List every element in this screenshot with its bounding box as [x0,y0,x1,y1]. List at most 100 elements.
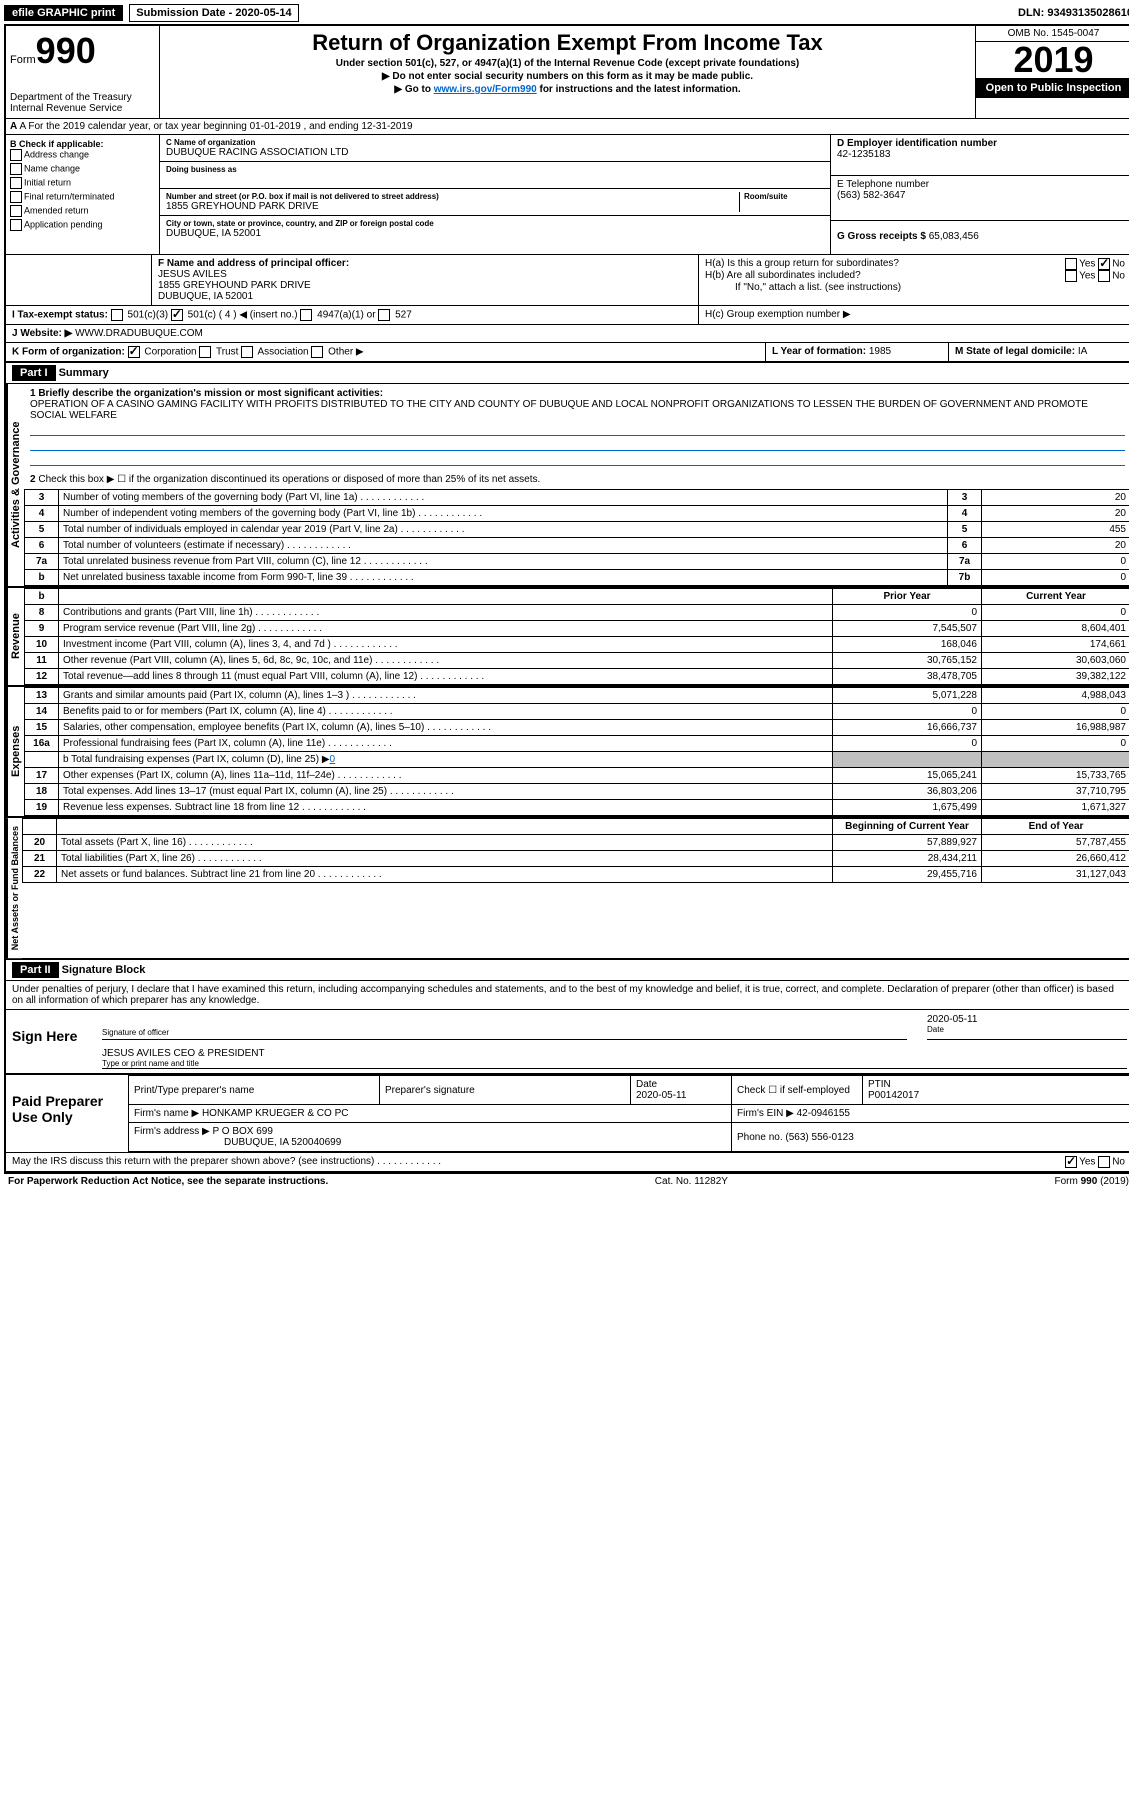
footer-left: For Paperwork Reduction Act Notice, see … [8,1176,328,1187]
declaration: Under penalties of perjury, I declare th… [6,981,1129,1009]
open-public-badge: Open to Public Inspection [976,78,1129,98]
summary-row: 22Net assets or fund balances. Subtract … [23,867,1129,883]
hb-no-cb[interactable] [1098,270,1110,282]
footer-mid: Cat. No. 11282Y [655,1176,728,1187]
year-formation-value: 1985 [869,346,891,357]
subtitle-2: ▶ Do not enter social security numbers o… [168,71,967,82]
tax-status-label: I Tax-exempt status: [12,310,108,321]
officer-label: F Name and address of principal officer: [158,258,692,269]
instructions-link[interactable]: www.irs.gov/Form990 [434,84,537,95]
ha-no-cb[interactable] [1098,258,1110,270]
cb-other[interactable] [311,346,323,358]
vert-net: Net Assets or Fund Balances [6,818,22,958]
firm-ein-label: Firm's EIN ▶ [737,1108,794,1119]
summary-row: 3Number of voting members of the governi… [25,490,1129,506]
cb-final-return[interactable]: Final return/terminated [10,191,155,203]
state-domicile-label: M State of legal domicile: [955,346,1075,357]
section-a-text: A For the 2019 calendar year, or tax yea… [19,121,412,132]
header-center: Return of Organization Exempt From Incom… [160,26,975,118]
firm-name-label: Firm's name ▶ [134,1108,199,1119]
paid-preparer-row: Paid Preparer Use Only Print/Type prepar… [6,1073,1129,1152]
addr-label: Number and street (or P.O. box if mail i… [166,192,739,201]
block-i-row: I Tax-exempt status: 501(c)(3) 501(c) ( … [6,305,1129,324]
line-b-val: 0 [330,754,336,765]
h-b-label: H(b) Are all subordinates included? [705,270,861,282]
firm-addr2: DUBUQUE, IA 520040699 [134,1137,341,1148]
sig-date-label: Date [927,1025,1127,1034]
footer-right: Form 990 (2019) [1055,1176,1129,1187]
cb-trust[interactable] [199,346,211,358]
cb-application-pending[interactable]: Application pending [10,219,155,231]
discuss-yes-cb[interactable] [1065,1156,1077,1168]
cb-name-change[interactable]: Name change [10,163,155,175]
block-h: H(a) Is this a group return for subordin… [699,255,1129,305]
cb-527[interactable] [378,309,390,321]
summary-row: 15Salaries, other compensation, employee… [25,720,1129,736]
dba-label: Doing business as [166,165,824,174]
prep-date-label: Date [636,1079,657,1090]
officer-addr: 1855 GREYHOUND PARK DRIVE [158,280,692,291]
subtitle-1: Under section 501(c), 527, or 4947(a)(1)… [168,58,967,69]
h-a-label: H(a) Is this a group return for subordin… [705,258,899,270]
cb-initial-return[interactable]: Initial return [10,177,155,189]
part-1-header: Part I Summary [6,361,1129,384]
print-name-label: Print/Type preparer's name [129,1076,380,1105]
ein-value: 42-1235183 [837,149,1125,160]
block-hc: H(c) Group exemption number ▶ [699,306,1129,324]
revenue-table: bPrior YearCurrent Year 8Contributions a… [24,588,1129,685]
block-fh-row: F Name and address of principal officer:… [6,254,1129,305]
prep-sig-label: Preparer's signature [380,1076,631,1105]
footer: For Paperwork Reduction Act Notice, see … [4,1173,1129,1189]
cb-corp[interactable] [128,346,140,358]
submission-date: Submission Date - 2020-05-14 [129,4,298,22]
summary-row: 17Other expenses (Part IX, column (A), l… [25,768,1129,784]
cb-assoc[interactable] [241,346,253,358]
col-end: End of Year [982,819,1129,835]
cb-501c[interactable] [171,309,183,321]
firm-name: HONKAMP KRUEGER & CO PC [202,1108,349,1119]
ha-yes-cb[interactable] [1065,258,1077,270]
summary-row: 8Contributions and grants (Part VIII, li… [25,605,1129,621]
part-1-title: Summary [59,367,109,379]
q2-text: Check this box ▶ ☐ if the organization d… [38,474,540,485]
q1-label: 1 Briefly describe the organization's mi… [30,388,383,399]
form-container: Form990 Department of the Treasury Inter… [4,24,1129,1173]
prep-date: 2020-05-11 [636,1090,686,1101]
officer-name-title: JESUS AVILES CEO & PRESIDENT [102,1048,1127,1059]
vert-activities: Activities & Governance [6,384,24,586]
q2: 2 Check this box ▶ ☐ if the organization… [24,470,1129,489]
top-bar: efile GRAPHIC print Submission Date - 20… [4,4,1129,22]
efile-badge: efile GRAPHIC print [4,5,123,21]
firm-addr1: P O BOX 699 [213,1126,273,1137]
h-b-note: If "No," attach a list. (see instruction… [705,282,1125,293]
summary-row: 21Total liabilities (Part X, line 26)28,… [23,851,1129,867]
summary-row: 7aTotal unrelated business revenue from … [25,554,1129,570]
preparer-table: Print/Type preparer's name Preparer's si… [128,1075,1129,1152]
form-label: Form [10,54,36,66]
form-org-label: K Form of organization: [12,347,125,358]
summary-row: 4Number of independent voting members of… [25,506,1129,522]
cb-amended-return[interactable]: Amended return [10,205,155,217]
summary-row: 11Other revenue (Part VIII, column (A), … [25,653,1129,669]
ein-label: D Employer identification number [837,138,1125,149]
discuss-no-cb[interactable] [1098,1156,1110,1168]
cb-4947[interactable] [300,309,312,321]
phone-label: E Telephone number [837,179,1125,190]
cb-501c3[interactable] [111,309,123,321]
header-left: Form990 Department of the Treasury Inter… [6,26,160,118]
officer-name-title-label: Type or print name and title [102,1059,1127,1068]
summary-row: 12Total revenue—add lines 8 through 11 (… [25,669,1129,685]
summary-row: 20Total assets (Part X, line 16)57,889,9… [23,835,1129,851]
col-begin: Beginning of Current Year [833,819,982,835]
website-label: J Website: ▶ [12,328,72,339]
part-1-badge: Part I [12,365,56,381]
hb-yes-cb[interactable] [1065,270,1077,282]
col-current: Current Year [982,589,1129,605]
cb-address-change[interactable]: Address change [10,149,155,161]
summary-row: 5Total number of individuals employed in… [25,522,1129,538]
net-table: Beginning of Current YearEnd of Year 20T… [22,818,1129,883]
vert-expenses: Expenses [6,687,24,816]
entity-info-grid: B Check if applicable: Address change Na… [6,134,1129,254]
subtitle-3: ▶ Go to www.irs.gov/Form990 for instruct… [168,84,967,95]
check-self-employed[interactable]: Check ☐ if self-employed [732,1076,863,1105]
